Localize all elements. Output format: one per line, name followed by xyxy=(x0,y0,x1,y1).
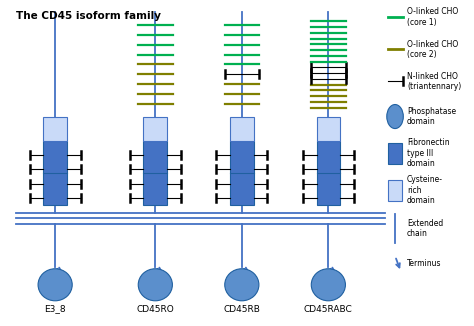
Text: Terminus: Terminus xyxy=(407,259,442,268)
Text: Extended
chain: Extended chain xyxy=(407,219,443,238)
Text: E3_8: E3_8 xyxy=(45,304,66,314)
Text: Fibronectin
type III
domain: Fibronectin type III domain xyxy=(407,139,450,168)
Bar xyxy=(144,141,167,205)
Ellipse shape xyxy=(311,269,346,301)
Bar xyxy=(230,141,254,205)
Ellipse shape xyxy=(138,269,173,301)
Bar xyxy=(317,116,340,141)
Text: CD45RABC: CD45RABC xyxy=(304,304,353,314)
Text: Phosphatase
domain: Phosphatase domain xyxy=(407,107,456,126)
Text: CD45RO: CD45RO xyxy=(137,304,174,314)
Bar xyxy=(43,116,67,141)
Text: N-linked CHO
(triantennary): N-linked CHO (triantennary) xyxy=(407,72,461,91)
Text: Cysteine-
rich
domain: Cysteine- rich domain xyxy=(407,175,443,205)
Bar xyxy=(144,116,167,141)
Bar xyxy=(230,116,254,141)
Text: The CD45 isoform family: The CD45 isoform family xyxy=(17,11,162,21)
Text: O-linked CHO
(core 2): O-linked CHO (core 2) xyxy=(407,39,458,59)
Bar xyxy=(388,143,402,164)
Text: CD45RB: CD45RB xyxy=(223,304,260,314)
Ellipse shape xyxy=(38,269,72,301)
Text: O-linked CHO
(core 1): O-linked CHO (core 1) xyxy=(407,7,458,27)
Ellipse shape xyxy=(225,269,259,301)
Bar xyxy=(317,141,340,205)
Bar xyxy=(388,180,402,200)
Bar xyxy=(43,141,67,205)
Ellipse shape xyxy=(387,105,403,128)
